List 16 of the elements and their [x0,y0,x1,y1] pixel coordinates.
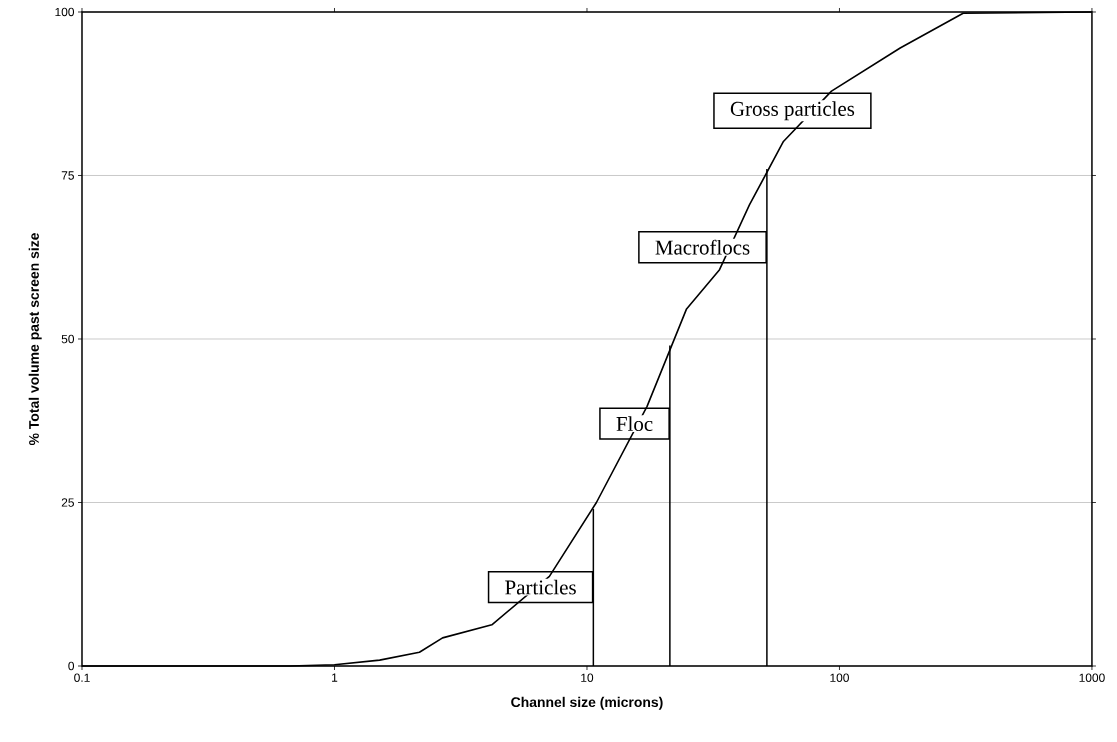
y-tick-label: 100 [55,7,75,17]
y-axis-title: % Total volume past screen size [28,233,42,446]
y-tick-label: 75 [61,171,74,180]
x-tick-label: 100 [830,673,849,682]
x-tick-label: 10 [581,673,594,682]
x-axis-title: Channel size (microns) [511,696,663,710]
series-label: Floc [616,416,653,431]
x-tick-label: 0.1 [74,673,90,682]
y-tick-label: 50 [61,334,75,344]
series-label: Particles [505,579,576,595]
y-tick-label: 0 [68,661,75,671]
annotation: Gross particles [730,101,855,121]
x-tick-label: 1 [332,673,338,682]
y-tick-label: 25 [61,498,74,507]
series-label: Macroflocs [655,239,750,255]
x-tick-label: 1000 [1079,673,1105,682]
